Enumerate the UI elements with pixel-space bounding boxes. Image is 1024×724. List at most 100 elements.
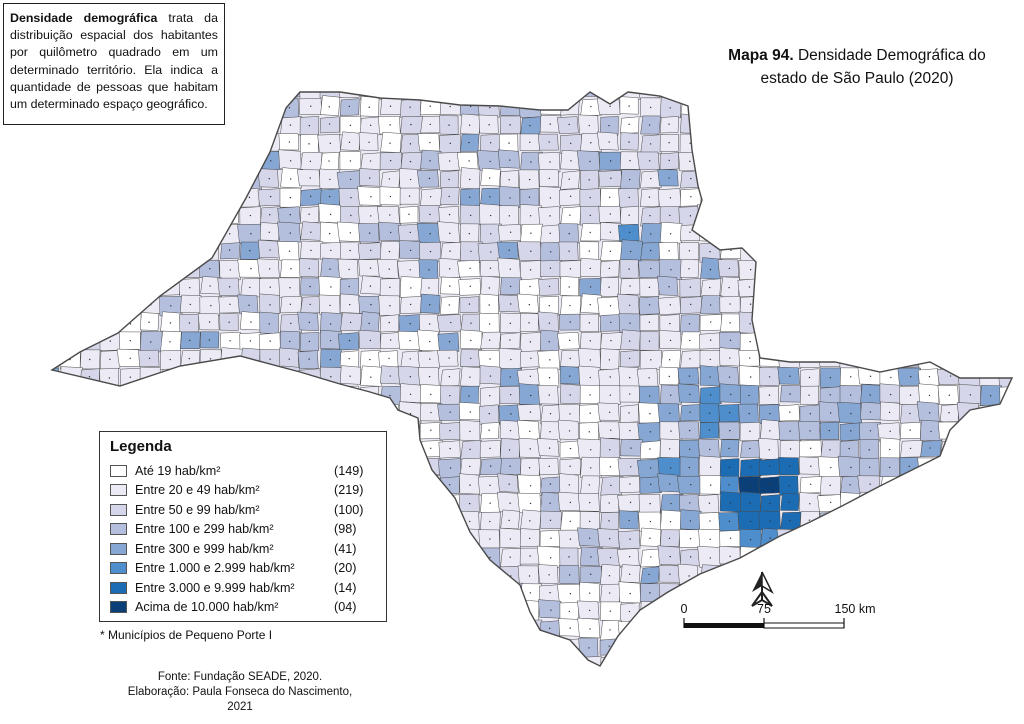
- municipality-seat-dot: [490, 233, 492, 235]
- municipality-seat-dot: [849, 484, 851, 486]
- municipality-seat-dot: [368, 141, 370, 144]
- municipality-seat-dot: [568, 250, 570, 252]
- municipality-seat-dot: [689, 556, 692, 558]
- municipality-seat-dot: [469, 448, 471, 451]
- municipality-seat-dot: [589, 501, 591, 504]
- scale-label-75: 75: [757, 602, 771, 616]
- municipality-seat-dot: [489, 106, 491, 109]
- municipality-seat-dot: [728, 484, 730, 486]
- municipality-seat-dot: [608, 359, 611, 361]
- municipality-seat-dot: [228, 321, 230, 323]
- municipality-seat-dot: [668, 448, 671, 450]
- municipality-seat-dot: [828, 429, 831, 432]
- municipality-seat-dot: [649, 413, 651, 415]
- municipality: [918, 383, 940, 406]
- municipality-seat-dot: [328, 123, 331, 125]
- municipality-seat-dot: [349, 160, 352, 162]
- municipality-seat-dot: [389, 394, 391, 397]
- municipality-seat-dot: [529, 502, 532, 505]
- municipality-seat-dot: [789, 411, 791, 413]
- municipality-seat-dot: [389, 286, 391, 288]
- municipality-seat-dot: [208, 339, 210, 341]
- map-title: Mapa 94. Densidade Demográfica do estado…: [712, 44, 1002, 90]
- municipality-seat-dot: [548, 465, 550, 468]
- municipality-seat-dot: [489, 538, 491, 540]
- municipality-seat-dot: [608, 520, 610, 522]
- municipality-seat-dot: [609, 231, 612, 233]
- municipality-seat-dot: [468, 178, 471, 181]
- municipality-seat-dot: [310, 249, 312, 252]
- municipality: [619, 132, 639, 151]
- municipality-seat-dot: [468, 303, 471, 305]
- municipality-seat-dot: [549, 627, 551, 630]
- municipality-seat-dot: [550, 557, 552, 559]
- municipality-seat-dot: [389, 305, 391, 307]
- municipality: [619, 404, 639, 423]
- municipality-seat-dot: [869, 411, 872, 413]
- municipality-seat-dot: [648, 196, 651, 198]
- municipality-seat-dot: [209, 285, 211, 287]
- municipality: [580, 133, 603, 152]
- municipality-seat-dot: [428, 375, 431, 378]
- legend-item: Entre 20 e 49 hab/km² (219): [110, 481, 376, 501]
- municipality-seat-dot: [309, 160, 312, 163]
- municipality-seat-dot: [649, 448, 651, 450]
- municipality-seat-dot: [649, 143, 652, 145]
- municipality-seat-dot: [669, 483, 671, 485]
- municipality-seat-dot: [389, 159, 392, 162]
- municipality-seat-dot: [889, 393, 892, 396]
- municipality-seat-dot: [808, 376, 811, 379]
- municipality-seat-dot: [669, 412, 671, 414]
- municipality-seat-dot: [429, 105, 431, 107]
- municipality-seat-dot: [669, 555, 671, 558]
- municipality-seat-dot: [388, 321, 390, 324]
- municipality-seat-dot: [469, 214, 472, 217]
- municipality-seat-dot: [748, 286, 751, 288]
- municipality-seat-dot: [849, 394, 852, 396]
- municipality-seat-dot: [568, 286, 570, 288]
- municipality-seat-dot: [690, 483, 692, 486]
- municipality: [798, 421, 821, 441]
- municipality-seat-dot: [389, 142, 391, 144]
- municipality-seat-dot: [548, 394, 550, 396]
- municipality-seat-dot: [328, 106, 330, 108]
- municipality-seat-dot: [590, 449, 592, 451]
- municipality-seat-dot: [449, 105, 451, 108]
- municipality: [499, 332, 521, 350]
- municipality: [359, 168, 380, 187]
- municipality-seat-dot: [809, 447, 812, 450]
- municipality-seat-dot: [869, 483, 871, 485]
- municipality-seat-dot: [648, 124, 651, 126]
- municipality-seat-dot: [568, 178, 570, 180]
- municipality-seat-dot: [688, 323, 691, 325]
- municipality-seat-dot: [549, 430, 551, 433]
- municipality-seat-dot: [508, 215, 511, 217]
- municipality-seat-dot: [829, 484, 831, 487]
- municipality-seat-dot: [749, 466, 752, 468]
- municipality-seat-dot: [509, 285, 512, 288]
- municipality-seat-dot: [409, 358, 411, 360]
- municipality-seat-dot: [509, 339, 511, 341]
- municipality-seat-dot: [648, 304, 651, 306]
- municipality-seat-dot: [470, 322, 472, 324]
- municipality-seat-dot: [509, 394, 512, 396]
- municipality-seat-dot: [589, 231, 591, 234]
- municipality-seat-dot: [468, 395, 470, 397]
- source-credit: Fonte: Fundação SEADE, 2020. Elaboração:…: [120, 670, 360, 715]
- municipality-seat-dot: [109, 358, 111, 360]
- municipality: [560, 206, 582, 226]
- municipality-seat-dot: [349, 249, 351, 252]
- municipality: [259, 222, 280, 241]
- municipality-seat-dot: [669, 573, 671, 575]
- municipality-seat-dot: [670, 430, 672, 432]
- municipality-seat-dot: [309, 177, 311, 179]
- municipality-seat-dot: [469, 465, 471, 468]
- municipality-seat-dot: [269, 214, 271, 216]
- municipality: [297, 311, 319, 331]
- municipality: [799, 368, 820, 389]
- municipality-seat-dot: [228, 286, 231, 288]
- municipality-seat-dot: [269, 195, 272, 198]
- legend-item: Entre 50 e 99 hab/km² (100): [110, 500, 376, 520]
- municipality-seat-dot: [189, 339, 191, 342]
- municipality-seat-dot: [830, 466, 832, 469]
